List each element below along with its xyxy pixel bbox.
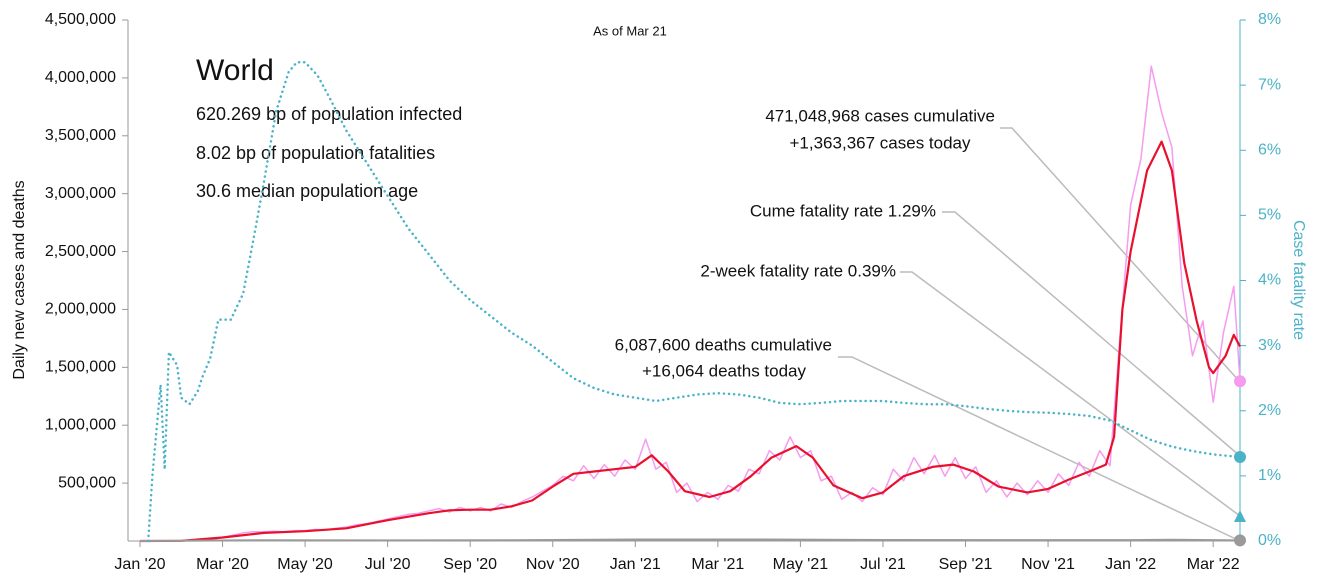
y-tick-label: 4,500,000	[45, 11, 116, 28]
annotation: 2-week fatality rate 0.39%	[700, 261, 896, 280]
y2-tick-label: 6%	[1258, 141, 1281, 158]
stat: 30.6 median population age	[196, 181, 418, 201]
annotation: +16,064 deaths today	[642, 361, 806, 380]
y2-tick-label: 0%	[1258, 532, 1281, 549]
annotation: 471,048,968 cases cumulative	[765, 106, 995, 125]
series-line	[139, 140, 1241, 543]
leader-line	[942, 211, 1241, 457]
y-tick-label: 2,000,000	[45, 301, 116, 318]
leader-line	[838, 356, 1241, 542]
x-tick-label: Sep '21	[939, 556, 993, 573]
y2-tick-label: 1%	[1258, 467, 1281, 484]
series-line	[146, 61, 1242, 543]
x-tick-label: Mar '22	[1187, 556, 1240, 573]
annotation: 6,087,600 deaths cumulative	[615, 335, 832, 354]
leader-lines	[838, 127, 1241, 542]
series-line	[139, 538, 1241, 542]
y2-tick-label: 5%	[1258, 207, 1281, 224]
stat: 8.02 bp of population fatalities	[196, 143, 435, 163]
y-tick-label: 500,000	[58, 474, 116, 491]
x-tick-label: Jul '21	[860, 556, 906, 573]
y-tick-label: 3,000,000	[45, 185, 116, 202]
x-tick-label: Jan '20	[114, 556, 165, 573]
x-tick-label: Jan '21	[610, 556, 661, 573]
y2-tick-label: 7%	[1258, 76, 1281, 93]
x-tick-label: Sep '20	[443, 556, 497, 573]
x-tick-label: Mar '21	[691, 556, 744, 573]
y-axis-label: Daily new cases and deaths	[11, 180, 28, 379]
stat: 620.269 bp of population infected	[196, 104, 462, 124]
y2-axis-label: Case fatality rate	[1290, 220, 1307, 340]
x-tick-label: May '21	[773, 556, 829, 573]
leader-line	[900, 271, 1241, 517]
y-tick-label: 1,500,000	[45, 359, 116, 376]
end-marker	[1234, 534, 1246, 547]
x-tick-label: May '20	[277, 556, 333, 573]
x-tick-label: Nov '21	[1021, 556, 1075, 573]
y2-tick-label: 8%	[1258, 11, 1281, 28]
x-tick-label: Jan '22	[1105, 556, 1156, 573]
end-marker	[1234, 450, 1246, 463]
y2-tick-label: 4%	[1258, 272, 1281, 289]
x-tick-label: Jul '20	[365, 556, 411, 573]
y-tick-label: 2,500,000	[45, 243, 116, 260]
annotation: Cume fatality rate 1.29%	[750, 201, 936, 220]
y2-ticks: 0% 1% 2% 3% 4% 5% 6% 7% 8%	[1240, 11, 1281, 549]
y-tick-label: 3,500,000	[45, 127, 116, 144]
subtitle: As of Mar 21	[593, 23, 667, 38]
x-tick-label: Nov '20	[526, 556, 580, 573]
y2-tick-label: 3%	[1258, 337, 1281, 354]
chart-title: World	[196, 54, 274, 87]
y2-tick-label: 2%	[1258, 402, 1281, 419]
x-tick-label: Mar '20	[196, 556, 249, 573]
series-line	[140, 65, 1241, 542]
y-tick-label: 4,000,000	[45, 69, 116, 86]
leader-line	[1000, 127, 1241, 383]
y-tick-label: 1,000,000	[45, 416, 116, 433]
annotation: +1,363,367 cases today	[790, 133, 971, 152]
end-marker	[1234, 375, 1246, 388]
